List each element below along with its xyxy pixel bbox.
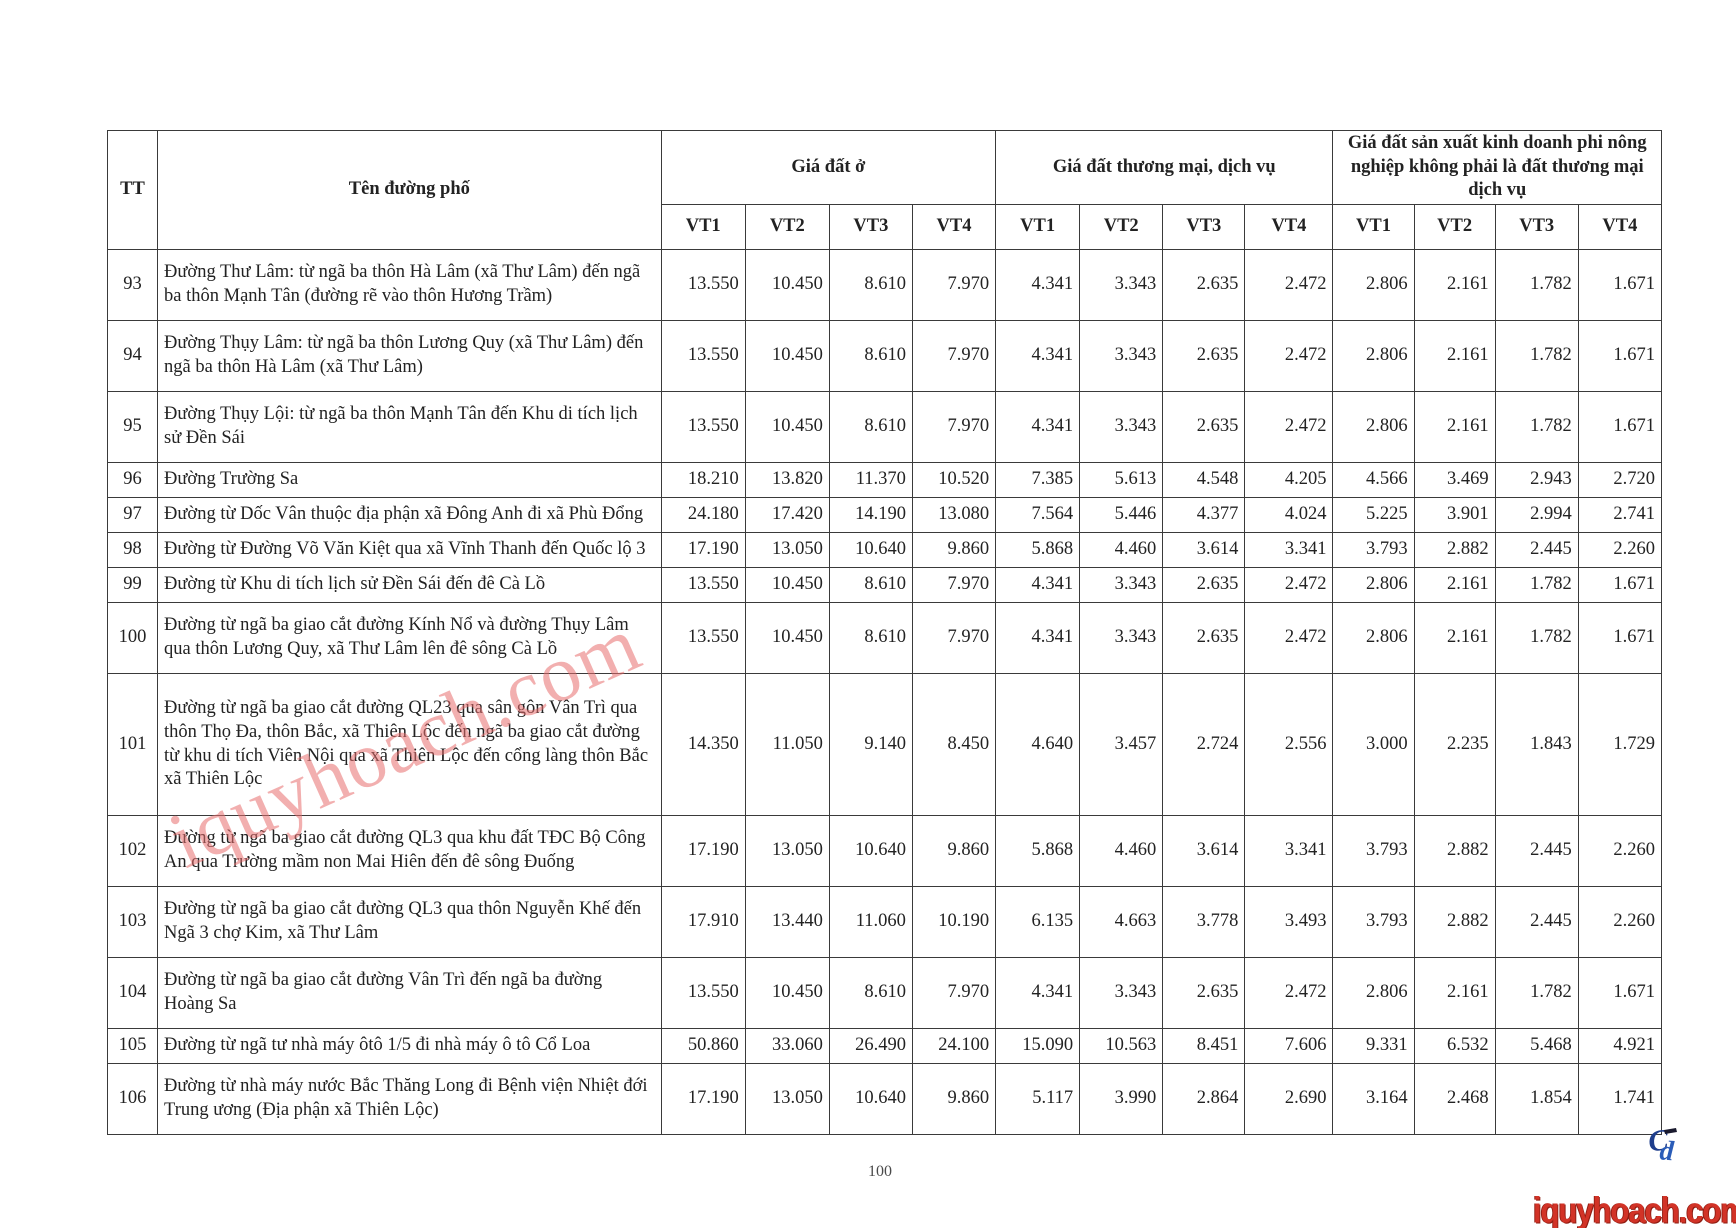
svg-text:d: d (1659, 1135, 1676, 1167)
